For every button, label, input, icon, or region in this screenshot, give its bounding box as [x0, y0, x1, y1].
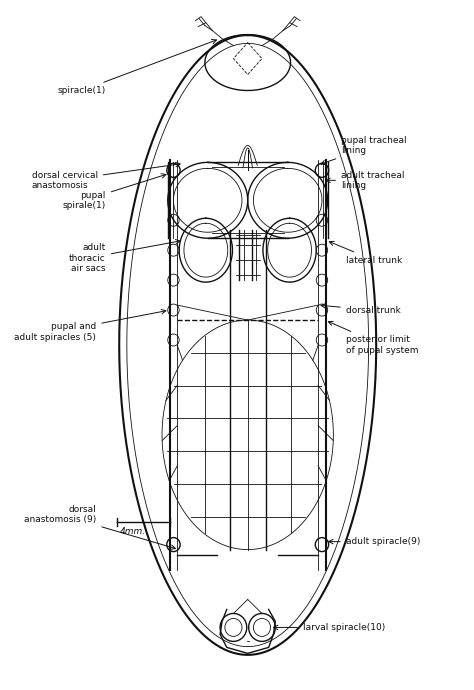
Text: pupal tracheal
lining: pupal tracheal lining — [321, 136, 407, 165]
Text: adult tracheal
lining: adult tracheal lining — [326, 170, 404, 190]
Text: dorsal
anastomosis (9): dorsal anastomosis (9) — [24, 505, 175, 549]
Text: spiracle(1): spiracle(1) — [58, 39, 217, 95]
Text: larval spiracle(10): larval spiracle(10) — [273, 623, 385, 632]
Text: pupal
spirale(1): pupal spirale(1) — [63, 174, 166, 210]
Text: dorsal trunk: dorsal trunk — [321, 304, 401, 315]
Text: 4mm.: 4mm. — [120, 526, 146, 535]
Text: dorsal cervical
anastomosis: dorsal cervical anastomosis — [32, 162, 180, 190]
Text: posterior limit
of pupal system: posterior limit of pupal system — [328, 322, 418, 355]
Text: adult
thoracic
air sacs: adult thoracic air sacs — [69, 239, 180, 273]
Text: adult spiracle(9): adult spiracle(9) — [328, 537, 420, 546]
Text: pupal and
adult spiracles (5): pupal and adult spiracles (5) — [15, 309, 166, 342]
Text: lateral trunk: lateral trunk — [329, 241, 402, 265]
